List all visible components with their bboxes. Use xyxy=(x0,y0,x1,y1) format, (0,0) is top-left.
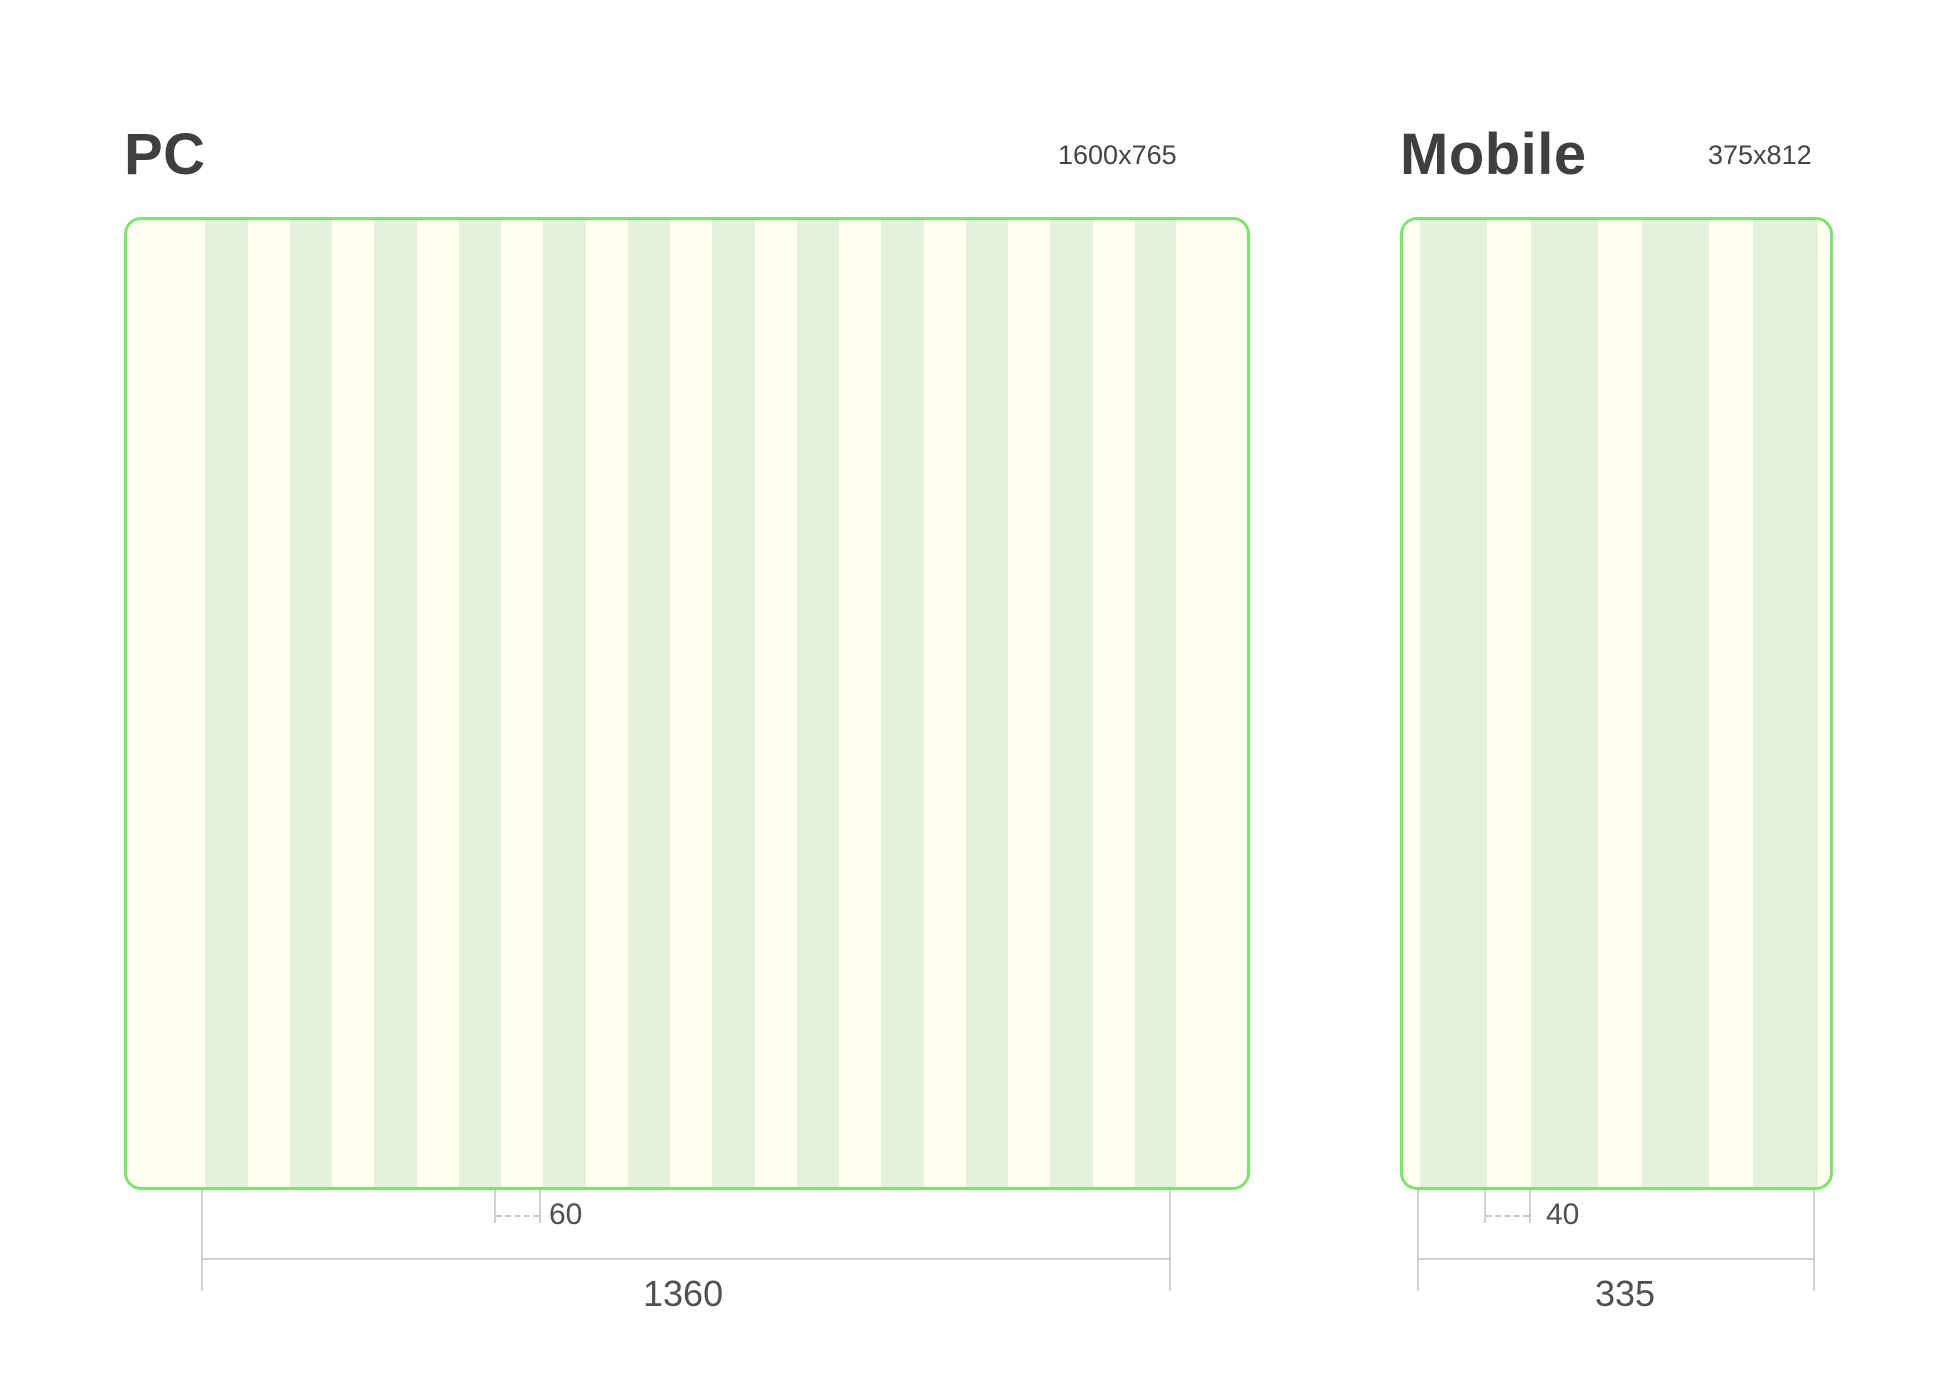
pc-gutter-dash xyxy=(496,1215,539,1217)
mobile-gutter-tick-right xyxy=(1529,1190,1531,1223)
mobile-grid-column xyxy=(1642,220,1709,1187)
pc-size-label: 1600x765 xyxy=(1058,140,1177,170)
mobile-width-line xyxy=(1417,1258,1815,1260)
mobile-grid-column xyxy=(1753,220,1818,1187)
pc-grid-column xyxy=(459,220,501,1187)
mobile-width-label: 335 xyxy=(1595,1273,1656,1314)
pc-gutter-tick-left xyxy=(494,1190,496,1223)
mobile-width-tick-right xyxy=(1813,1190,1815,1291)
pc-grid-column xyxy=(628,220,670,1187)
mobile-gutter-tick-left xyxy=(1484,1190,1486,1223)
pc-grid-column xyxy=(797,220,839,1187)
mobile-grid-column xyxy=(1531,220,1598,1187)
mobile-gutter-label: 40 xyxy=(1546,1198,1580,1231)
pc-grid-column xyxy=(205,220,248,1187)
pc-width-label: 1360 xyxy=(643,1273,724,1314)
mobile-grid-column xyxy=(1420,220,1487,1187)
pc-frame xyxy=(124,217,1250,1190)
pc-grid-column xyxy=(1050,220,1093,1187)
mobile-frame xyxy=(1400,217,1833,1190)
pc-gutter-label: 60 xyxy=(549,1198,583,1231)
pc-width-line xyxy=(201,1258,1171,1260)
mobile-size-label: 375x812 xyxy=(1708,140,1812,170)
pc-width-tick-left xyxy=(201,1190,203,1291)
pc-grid-column xyxy=(966,220,1008,1187)
pc-title: PC xyxy=(124,122,206,187)
mobile-title: Mobile xyxy=(1400,122,1587,187)
pc-grid-column xyxy=(881,220,924,1187)
pc-width-tick-right xyxy=(1169,1190,1171,1291)
pc-grid-column xyxy=(290,220,332,1187)
pc-gutter-tick-right xyxy=(539,1190,541,1223)
pc-grid-column xyxy=(543,220,586,1187)
pc-grid-column xyxy=(374,220,417,1187)
mobile-width-tick-left xyxy=(1417,1190,1419,1291)
pc-grid-column xyxy=(1135,220,1176,1187)
pc-grid-column xyxy=(712,220,755,1187)
mobile-gutter-dash xyxy=(1486,1215,1529,1217)
